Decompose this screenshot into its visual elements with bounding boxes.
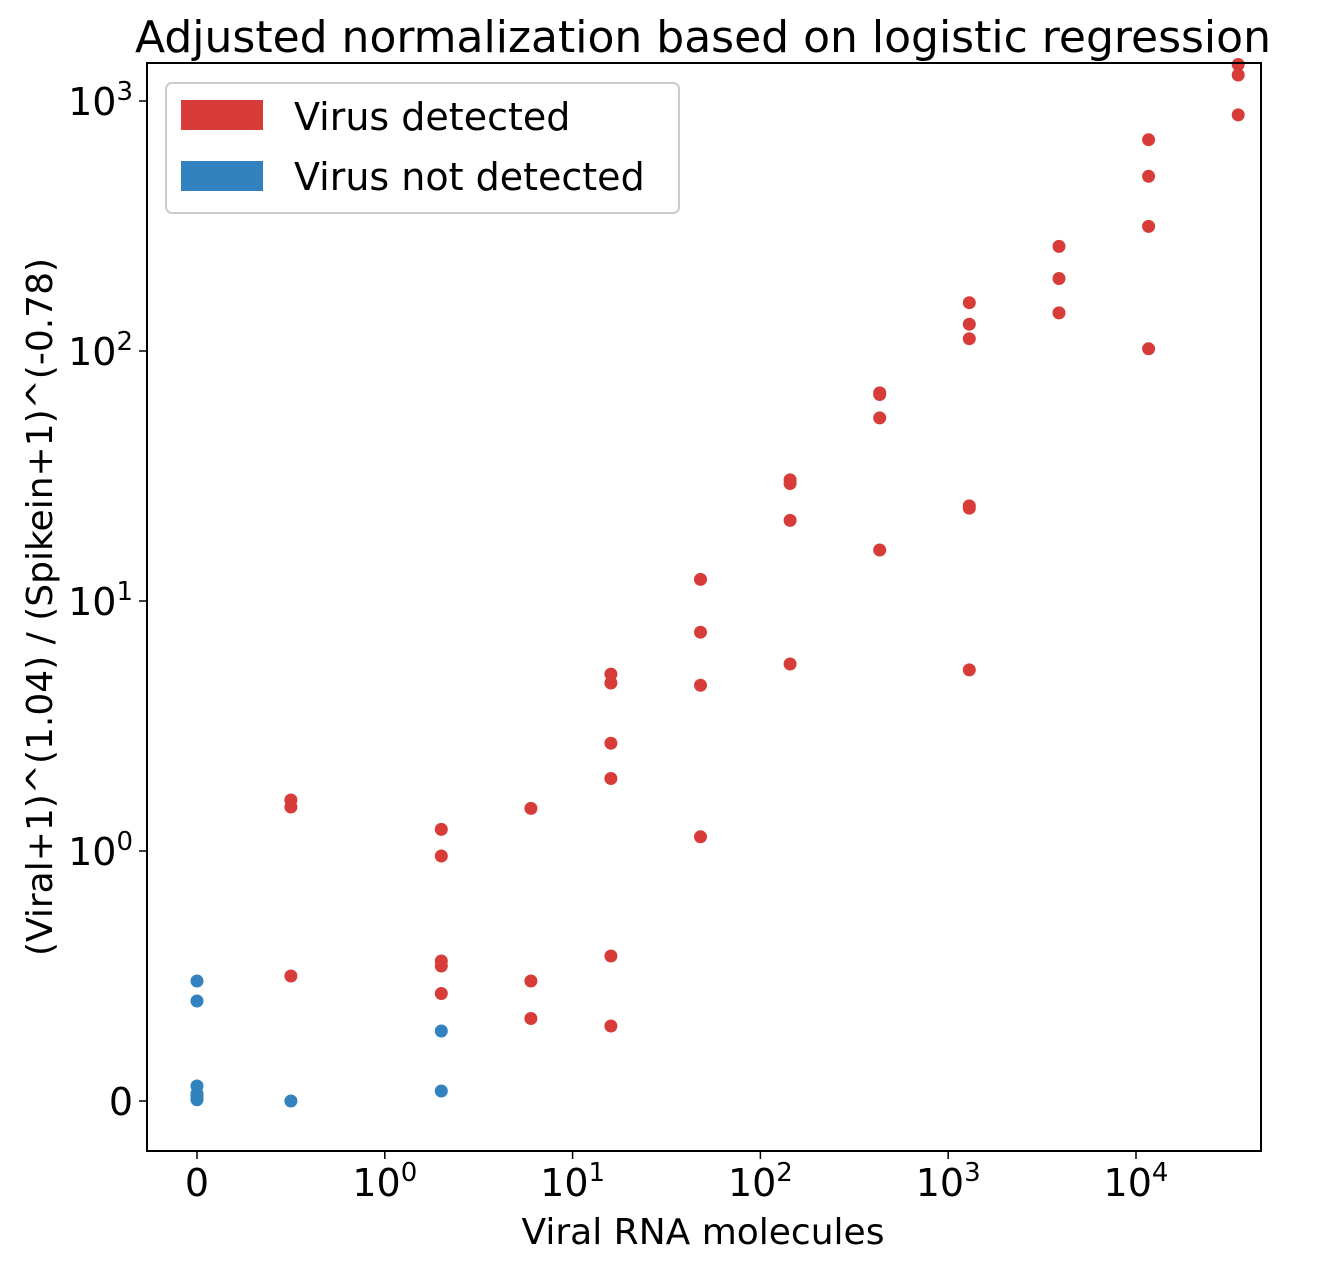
point-virus-not-detected [190, 974, 204, 988]
plot-frame [146, 62, 1262, 1152]
point-virus-detected [962, 501, 976, 515]
point-virus-detected [284, 969, 298, 983]
point-virus-detected [694, 678, 707, 692]
point-virus-not-detected [284, 1094, 298, 1108]
point-virus-detected [1231, 108, 1245, 122]
point-virus-detected [694, 830, 707, 844]
data-points [190, 58, 1245, 1108]
y-tick-label: 101 [68, 577, 133, 624]
chart-title: Adjusted normalization based on logistic… [135, 12, 1271, 63]
y-axis-ticks: 0 100 101 102 103 [68, 77, 147, 1124]
y-tick-label: 0 [109, 1080, 133, 1124]
point-virus-detected [962, 663, 976, 677]
point-virus-detected [524, 1012, 538, 1025]
point-virus-detected [604, 772, 618, 785]
point-virus-detected [1142, 342, 1156, 356]
legend-swatch-virus-not-detected [181, 161, 263, 191]
point-virus-detected [1231, 68, 1245, 82]
x-tick-label: 0 [185, 1161, 209, 1205]
legend-label-virus-not-detected: Virus not detected [294, 155, 645, 199]
point-virus-detected [962, 296, 976, 310]
point-virus-detected [434, 849, 448, 863]
point-virus-detected [873, 388, 887, 401]
x-tick-label: 103 [916, 1158, 981, 1205]
point-virus-detected [1142, 169, 1156, 183]
point-virus-detected [604, 949, 618, 963]
point-virus-detected [783, 657, 797, 671]
y-tick-label: 103 [68, 77, 133, 124]
point-virus-detected [1052, 306, 1066, 320]
x-axis-label: Viral RNA molecules [522, 1212, 885, 1253]
point-virus-detected [434, 822, 448, 836]
point-virus-detected [434, 987, 448, 1000]
y-tick-label: 100 [68, 827, 133, 874]
x-tick-label: 101 [540, 1158, 605, 1205]
point-virus-detected [873, 543, 887, 557]
point-virus-detected [1052, 239, 1066, 253]
point-virus-not-detected [434, 1084, 448, 1098]
y-axis-label: (Viral+1)^(1.04) / (Spikein+1)^(-0.78) [20, 258, 61, 956]
point-virus-detected [962, 332, 976, 346]
point-virus-detected [1142, 133, 1156, 147]
y-tick-label: 102 [68, 327, 133, 374]
point-virus-not-detected [434, 1024, 448, 1038]
point-virus-detected [1142, 219, 1156, 233]
x-tick-label: 104 [1104, 1158, 1169, 1205]
legend-frame [165, 82, 680, 214]
point-virus-detected [524, 974, 538, 988]
legend: Virus detected Virus not detected [165, 82, 680, 214]
point-virus-detected [694, 625, 707, 639]
point-virus-detected [1052, 272, 1066, 285]
point-virus-detected [873, 411, 887, 425]
point-virus-detected [434, 959, 448, 973]
point-virus-detected [783, 513, 797, 527]
point-virus-detected [284, 800, 298, 814]
point-virus-detected [604, 736, 618, 750]
point-virus-detected [783, 477, 797, 490]
point-virus-not-detected [190, 994, 204, 1008]
point-virus-detected [1231, 58, 1245, 71]
point-virus-detected [962, 317, 976, 331]
point-virus-detected [604, 1019, 618, 1033]
legend-label-virus-detected: Virus detected [294, 95, 570, 139]
point-virus-detected [604, 667, 618, 681]
point-virus-not-detected [190, 1093, 204, 1107]
point-virus-detected [694, 572, 707, 586]
x-axis-ticks: 0 100 101 102 103 104 [185, 1151, 1169, 1205]
x-tick-label: 102 [728, 1158, 793, 1205]
legend-swatch-virus-detected [181, 100, 263, 130]
point-virus-detected [604, 676, 618, 690]
x-tick-label: 100 [352, 1158, 417, 1205]
point-virus-detected [524, 801, 538, 815]
